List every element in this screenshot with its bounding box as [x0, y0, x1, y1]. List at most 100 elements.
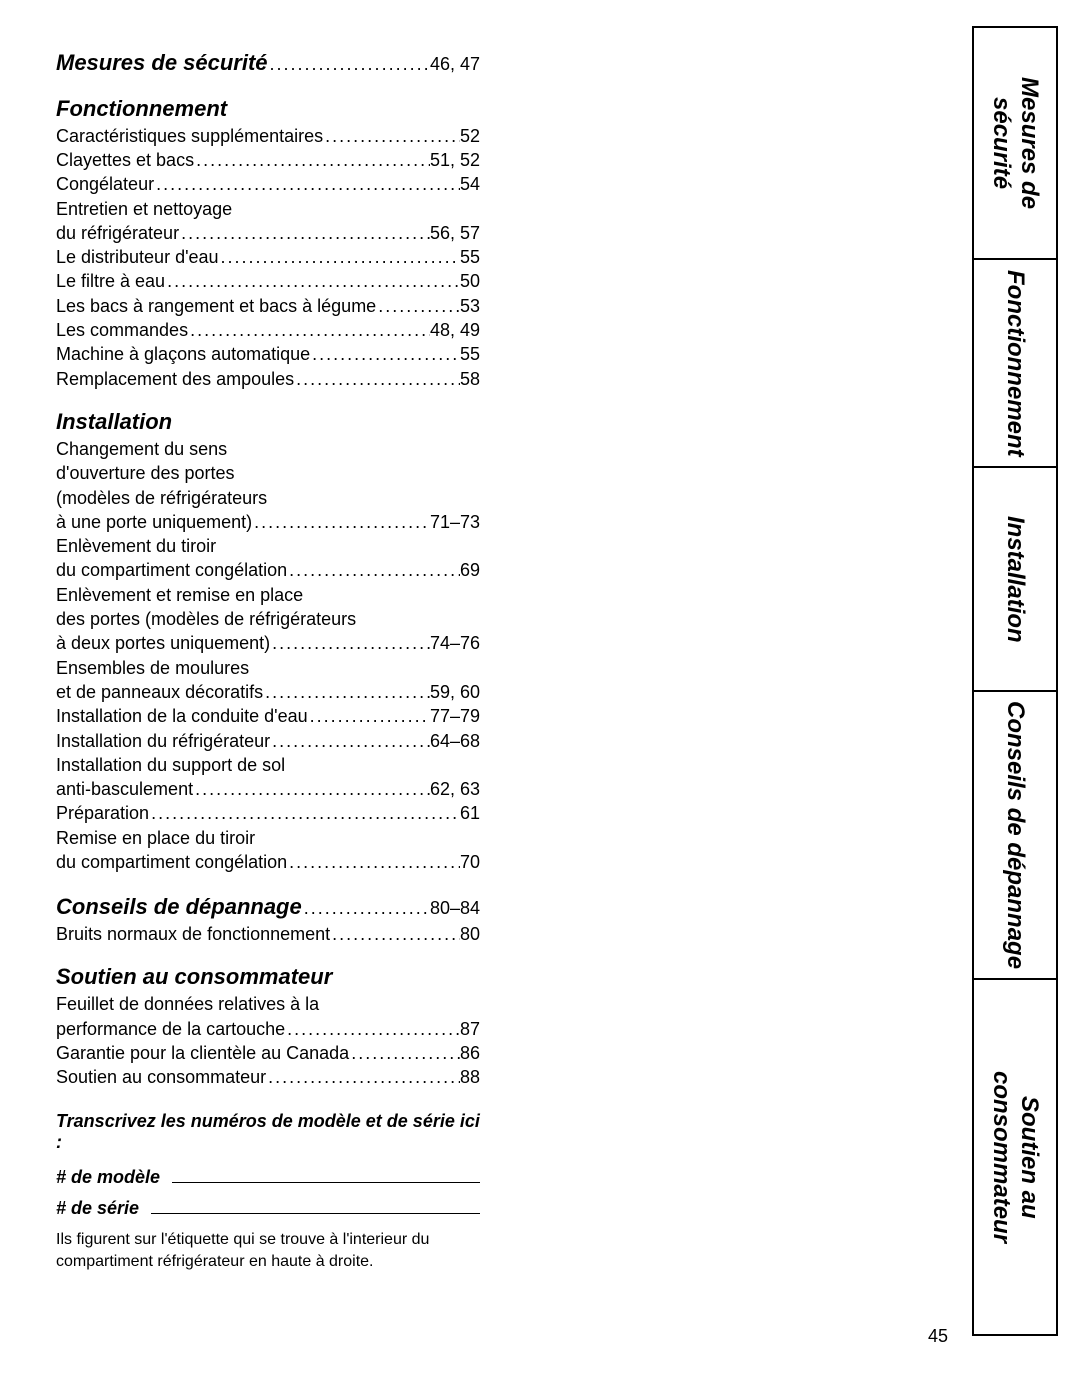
toc-item: Installation de la conduite d'eau 77–79	[56, 704, 480, 728]
toc-item-page: 51, 52	[430, 148, 480, 172]
toc-content: Mesures de sécurité 46, 47 Fonctionnemen…	[0, 0, 480, 1397]
record-label-model: # de modèle	[56, 1167, 160, 1188]
toc-item-prefix: Entretien et nettoyage	[56, 197, 480, 221]
toc-items-soutien: Feuillet de données relatives à laperfor…	[56, 992, 480, 1089]
toc-dots	[263, 680, 430, 704]
toc-dots	[165, 269, 460, 293]
toc-items-installation: Changement du sensd'ouverture des portes…	[56, 437, 480, 874]
toc-item-page: 61	[460, 801, 480, 825]
record-line-serial[interactable]	[151, 1198, 480, 1214]
toc-item-label: Installation de la conduite d'eau	[56, 704, 308, 728]
toc-item-label: à deux portes uniquement)	[56, 631, 270, 655]
toc-item-page: 48, 49	[430, 318, 480, 342]
toc-item-label: à une porte uniquement)	[56, 510, 252, 534]
toc-section-installation: Installation Changement du sensd'ouvertu…	[56, 409, 480, 874]
toc-item-label: et de panneaux décoratifs	[56, 680, 263, 704]
toc-item-page: 59, 60	[430, 680, 480, 704]
toc-item-label: Installation du réfrigérateur	[56, 729, 270, 753]
toc-item-label: Machine à glaçons automatique	[56, 342, 310, 366]
toc-item: du compartiment congélation 70	[56, 850, 480, 874]
toc-dots	[308, 704, 430, 728]
toc-item-label: Le distributeur d'eau	[56, 245, 219, 269]
tab-securite[interactable]: Mesures de sécurité	[974, 28, 1056, 260]
toc-section-fonctionnement: Fonctionnement Caractéristiques suppléme…	[56, 96, 480, 391]
toc-item: et de panneaux décoratifs 59, 60	[56, 680, 480, 704]
toc-item-page: 55	[460, 245, 480, 269]
toc-item-page: 56, 57	[430, 221, 480, 245]
toc-item: Soutien au consommateur 88	[56, 1065, 480, 1089]
toc-page: 46, 47	[430, 52, 480, 76]
toc-dots	[266, 1065, 460, 1089]
toc-heading-securite: Mesures de sécurité	[56, 48, 268, 78]
toc-item-page: 80	[460, 922, 480, 946]
toc-item-page: 50	[460, 269, 480, 293]
toc-item-label: performance de la cartouche	[56, 1017, 285, 1041]
toc-heading-installation: Installation	[56, 409, 480, 435]
toc-item: à deux portes uniquement)74–76	[56, 631, 480, 655]
toc-item-label: Soutien au consommateur	[56, 1065, 266, 1089]
toc-dots	[252, 510, 430, 534]
toc-item-page: 54	[460, 172, 480, 196]
tab-label: Installation	[1001, 516, 1029, 643]
toc-dots	[270, 631, 430, 655]
toc-item: Le distributeur d'eau 55	[56, 245, 480, 269]
toc-dots	[179, 221, 430, 245]
toc-dots	[268, 52, 430, 76]
toc-item: du réfrigérateur56, 57	[56, 221, 480, 245]
toc-item-label: Remplacement des ampoules	[56, 367, 294, 391]
toc-item: performance de la cartouche 87	[56, 1017, 480, 1041]
toc-item-label: Caractéristiques supplémentaires	[56, 124, 323, 148]
tab-fonctionnement[interactable]: Fonctionnement	[974, 260, 1056, 468]
toc-item-label: Garantie pour la clientèle au Canada	[56, 1041, 349, 1065]
tab-label: Conseils de dépannage	[1001, 701, 1029, 969]
toc-item: Machine à glaçons automatique 55	[56, 342, 480, 366]
toc-dots	[294, 367, 460, 391]
toc-item-label: Les commandes	[56, 318, 188, 342]
toc-dots	[154, 172, 460, 196]
toc-dots	[376, 294, 460, 318]
toc-item: Installation du réfrigérateur64–68	[56, 729, 480, 753]
toc-item-label: Les bacs à rangement et bacs à légume	[56, 294, 376, 318]
toc-item: Le filtre à eau50	[56, 269, 480, 293]
toc-item-page: 88	[460, 1065, 480, 1089]
tab-depannage[interactable]: Conseils de dépannage	[974, 692, 1056, 980]
toc-heading-line-securite: Mesures de sécurité 46, 47	[56, 48, 480, 78]
toc-item: Congélateur54	[56, 172, 480, 196]
toc-heading-fonctionnement: Fonctionnement	[56, 96, 480, 122]
page-number: 45	[928, 1326, 948, 1347]
toc-dots	[287, 558, 460, 582]
toc-item: Les commandes 48, 49	[56, 318, 480, 342]
toc-item-prefix: Ensembles de moulures	[56, 656, 480, 680]
toc-item: Les bacs à rangement et bacs à légume53	[56, 294, 480, 318]
toc-item-page: 58	[460, 367, 480, 391]
toc-dots	[194, 148, 430, 172]
record-line-model[interactable]	[172, 1167, 480, 1183]
toc-item-label: du compartiment congélation	[56, 558, 287, 582]
tab-label: Soutien au consommateur	[987, 1071, 1043, 1243]
toc-item-page: 86	[460, 1041, 480, 1065]
toc-item: Garantie pour la clientèle au Canada 86	[56, 1041, 480, 1065]
toc-section-depannage: Conseils de dépannage 80–84 Bruits norma…	[56, 892, 480, 946]
toc-item-page: 87	[460, 1017, 480, 1041]
toc-item: à une porte uniquement)71–73	[56, 510, 480, 534]
toc-item: du compartiment congélation 69	[56, 558, 480, 582]
toc-item-page: 52	[460, 124, 480, 148]
toc-item-page: 77–79	[430, 704, 480, 728]
toc-item-page: 55	[460, 342, 480, 366]
toc-dots	[323, 124, 460, 148]
tab-soutien[interactable]: Soutien au consommateur	[974, 980, 1056, 1334]
toc-item: Caractéristiques supplémentaires 52	[56, 124, 480, 148]
toc-dots	[287, 850, 460, 874]
toc-dots	[188, 318, 430, 342]
toc-dots	[310, 342, 460, 366]
toc-item-page: 70	[460, 850, 480, 874]
toc-items-depannage: Bruits normaux de fonctionnement80	[56, 922, 480, 946]
toc-item-prefix: Enlèvement du tiroir	[56, 534, 480, 558]
record-section: Transcrivez les numéros de modèle et de …	[56, 1111, 480, 1272]
toc-item-page: 69	[460, 558, 480, 582]
toc-dots	[219, 245, 460, 269]
toc-item-prefix: d'ouverture des portes	[56, 461, 480, 485]
tab-installation[interactable]: Installation	[974, 468, 1056, 692]
toc-item: Clayettes et bacs51, 52	[56, 148, 480, 172]
toc-item-label: du compartiment congélation	[56, 850, 287, 874]
